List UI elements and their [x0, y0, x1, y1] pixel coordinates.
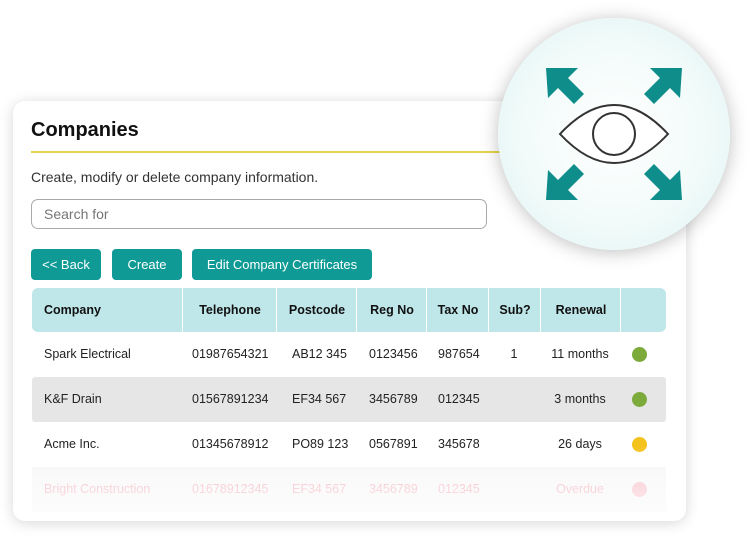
table-row[interactable]: Bright Construction 01678912345 EF34 567… [32, 467, 666, 512]
title-underline [31, 151, 631, 153]
cell-telephone: 01567891234 [192, 392, 269, 406]
page-subtitle: Create, modify or delete company informa… [31, 169, 319, 185]
cell-tax-no: 012345 [438, 392, 480, 406]
cell-company: K&F Drain [44, 392, 102, 406]
cell-sub [488, 377, 540, 422]
header-tax-no[interactable]: Tax No [426, 288, 489, 332]
status-dot [632, 347, 647, 362]
table-header: Company Telephone Postcode Reg No Tax No… [32, 288, 666, 332]
header-postcode[interactable]: Postcode [276, 288, 357, 332]
cell-telephone: 01987654321 [192, 347, 269, 361]
expand-view-badge [498, 18, 730, 250]
status-dot [632, 482, 647, 497]
header-renewal[interactable]: Renewal [540, 288, 621, 332]
table-row[interactable]: K&F Drain 01567891234 EF34 567 3456789 0… [32, 377, 666, 422]
create-button[interactable]: Create [112, 249, 182, 280]
status-dot [632, 437, 647, 452]
cell-reg-no: 3456789 [369, 482, 418, 496]
status-dot [632, 392, 647, 407]
search-input[interactable] [31, 199, 487, 229]
companies-table: Company Telephone Postcode Reg No Tax No… [32, 288, 666, 512]
cell-telephone: 01345678912 [192, 437, 269, 451]
cell-reg-no: 0567891 [369, 437, 418, 451]
cell-renewal: Overdue [556, 482, 604, 496]
cell-tax-no: 987654 [438, 347, 480, 361]
table-row[interactable]: Acme Inc. 01345678912 PO89 123 0567891 3… [32, 422, 666, 467]
cell-postcode: PO89 123 [292, 437, 349, 451]
cell-company: Spark Electrical [44, 347, 131, 361]
cell-postcode: EF34 567 [292, 392, 347, 406]
header-telephone[interactable]: Telephone [182, 288, 277, 332]
back-button[interactable]: << Back [31, 249, 101, 280]
cell-renewal: 3 months [554, 392, 606, 406]
cell-company: Bright Construction [44, 482, 151, 496]
cell-postcode: EF34 567 [292, 482, 347, 496]
cell-tax-no: 012345 [438, 482, 480, 496]
header-sub[interactable]: Sub? [488, 288, 541, 332]
cell-postcode: AB12 345 [292, 347, 347, 361]
cell-reg-no: 3456789 [369, 392, 418, 406]
cell-reg-no: 0123456 [369, 347, 418, 361]
cell-tax-no: 345678 [438, 437, 480, 451]
header-status [620, 288, 667, 332]
table-row[interactable]: Spark Electrical 01987654321 AB12 345 01… [32, 332, 666, 377]
cell-sub [488, 422, 540, 467]
edit-certificates-button[interactable]: Edit Company Certificates [192, 249, 372, 280]
cell-telephone: 01678912345 [192, 482, 269, 496]
cell-company: Acme Inc. [44, 437, 100, 451]
header-company[interactable]: Company [44, 303, 101, 317]
header-reg-no[interactable]: Reg No [356, 288, 427, 332]
expand-view-eye-icon [546, 68, 682, 200]
page-title: Companies [31, 119, 139, 141]
cell-renewal: 26 days [558, 437, 602, 451]
cell-sub [488, 467, 540, 512]
cell-sub: 1 [510, 347, 518, 361]
cell-renewal: 11 months [551, 347, 609, 361]
